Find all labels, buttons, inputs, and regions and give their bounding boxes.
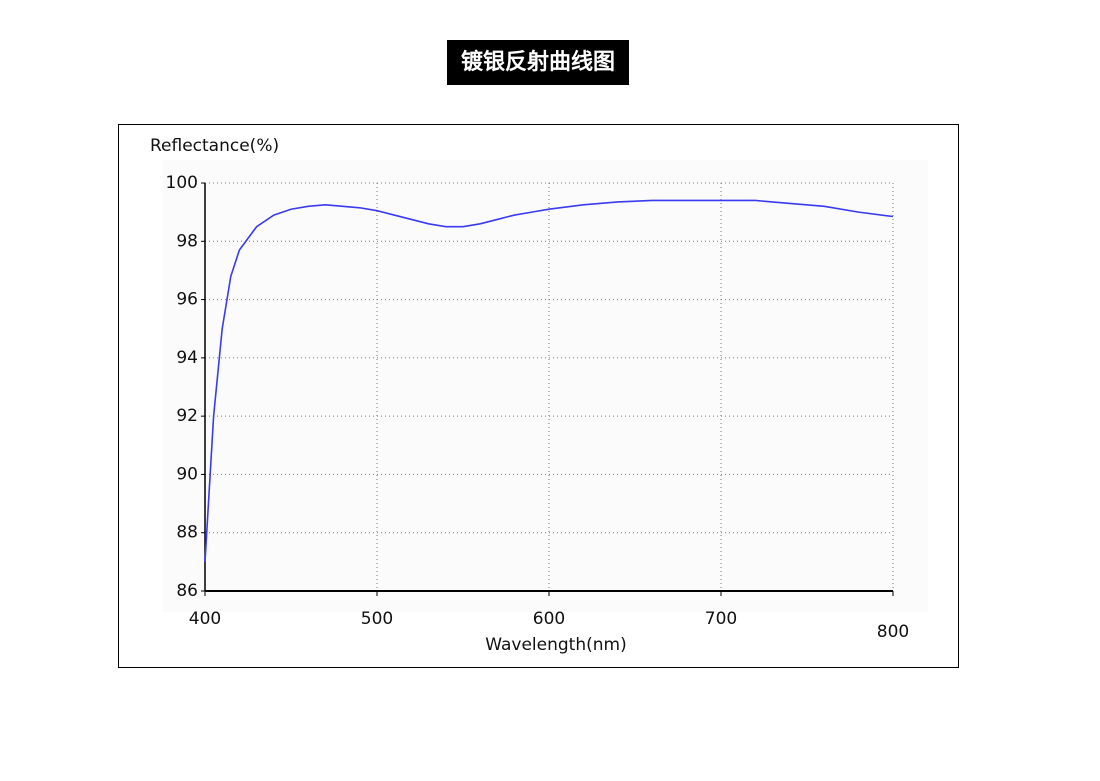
- x-axis-label: Wavelength(nm): [485, 635, 626, 655]
- x-tick-label: 800: [877, 622, 909, 642]
- x-tick-label: 500: [361, 609, 393, 629]
- x-tick-label: 600: [533, 609, 565, 629]
- y-tick-label: 88: [176, 523, 198, 543]
- y-tick-label: 94: [176, 348, 198, 368]
- x-tick-label: 700: [705, 609, 737, 629]
- title-box: [447, 40, 629, 85]
- line-series: [204, 199, 894, 562]
- y-tick-label: 96: [176, 290, 198, 310]
- plot-background: [163, 160, 928, 612]
- y-tick-label: 98: [176, 231, 198, 251]
- y-tick-label: 90: [176, 464, 198, 484]
- y-tick-label: 92: [176, 406, 198, 426]
- y-tick-label: 100: [166, 173, 198, 193]
- chart-title: 镀银反射曲线图: [461, 49, 615, 75]
- x-tick-label: 400: [189, 609, 221, 629]
- y-tick-label: 86: [176, 581, 198, 601]
- y-axis-label: Reflectance(%): [150, 136, 279, 156]
